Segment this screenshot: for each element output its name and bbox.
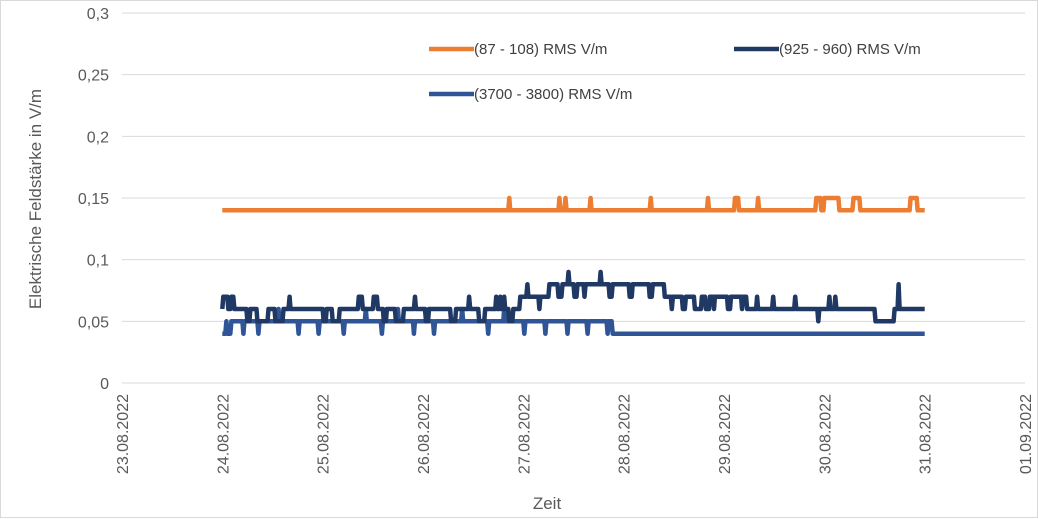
x-tick-label: 28.08.2022 bbox=[617, 394, 634, 474]
series-line-2 bbox=[220, 269, 925, 324]
y-tick-label: 0,25 bbox=[78, 68, 109, 85]
y-tick-label: 0,3 bbox=[87, 6, 109, 23]
x-tick-label: 30.08.2022 bbox=[817, 394, 834, 474]
y-tick-label: 0,15 bbox=[78, 191, 109, 208]
x-tick-label: 26.08.2022 bbox=[416, 394, 433, 474]
legend-label: (925 - 960) RMS V/m bbox=[779, 41, 921, 58]
x-axis-ticks: 23.08.2022 24.08.2022 25.08.2022 26.08.2022… bbox=[115, 394, 1035, 474]
y-axis-title: Elektrische Feldstärke in V/m bbox=[26, 89, 45, 309]
x-tick-label: 31.08.2022 bbox=[918, 394, 935, 474]
series-lines bbox=[220, 195, 925, 336]
x-tick-label: 27.08.2022 bbox=[516, 394, 533, 474]
y-tick-label: 0 bbox=[100, 376, 109, 393]
x-axis-title: Zeit bbox=[533, 494, 562, 513]
legend: (87 - 108) RMS V/m (925 - 960) RMS V/m (37… bbox=[429, 41, 921, 103]
y-tick-label: 0,05 bbox=[78, 314, 109, 331]
x-tick-label: 23.08.2022 bbox=[115, 394, 132, 474]
x-tick-label: 25.08.2022 bbox=[316, 394, 333, 474]
legend-label: (3700 - 3800) RMS V/m bbox=[474, 86, 632, 103]
y-axis-ticks: 0 0,05 0,1 0,15 0,2 0,25 0,3 bbox=[78, 6, 109, 393]
legend-label: (87 - 108) RMS V/m bbox=[474, 41, 607, 58]
x-tick-label: 01.09.2022 bbox=[1018, 394, 1035, 474]
y-tick-label: 0,1 bbox=[87, 253, 109, 270]
x-tick-label: 24.08.2022 bbox=[215, 394, 232, 474]
x-tick-label: 29.08.2022 bbox=[717, 394, 734, 474]
series-line-1 bbox=[222, 195, 925, 213]
y-tick-label: 0,2 bbox=[87, 129, 109, 146]
